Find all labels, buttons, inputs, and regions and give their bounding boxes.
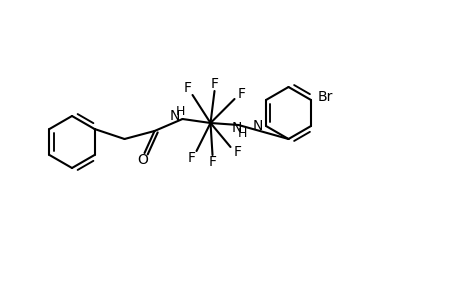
Text: F: F [233,145,241,159]
Text: H: H [175,104,185,118]
Text: N: N [252,119,263,133]
Text: N: N [231,121,241,135]
Text: Br: Br [317,90,332,104]
Text: H: H [237,127,246,140]
Text: F: F [208,155,216,169]
Text: F: F [210,77,218,91]
Text: F: F [237,87,245,101]
Text: F: F [187,151,195,165]
Text: N: N [169,109,179,123]
Text: O: O [137,153,148,167]
Text: F: F [183,81,191,95]
